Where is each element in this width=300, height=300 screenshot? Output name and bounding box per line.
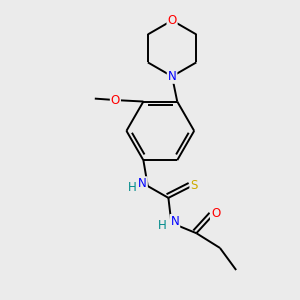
Text: N: N [170, 215, 179, 228]
Text: H: H [158, 219, 167, 232]
Text: O: O [167, 14, 177, 27]
Text: H: H [128, 181, 137, 194]
Text: S: S [190, 179, 198, 192]
Text: O: O [211, 207, 220, 220]
Text: N: N [168, 70, 176, 83]
Text: O: O [111, 94, 120, 106]
Text: N: N [138, 177, 147, 190]
